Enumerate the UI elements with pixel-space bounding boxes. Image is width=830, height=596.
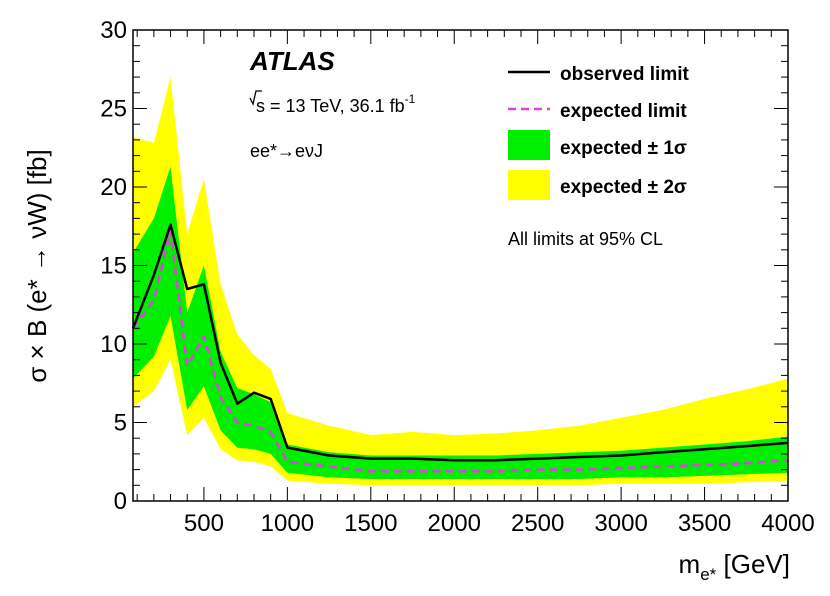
- sqrt-icon: [249, 90, 262, 106]
- x-tick-label: 1000: [261, 510, 314, 537]
- energy-prefix: s = 13 TeV, 36.1 fb: [256, 96, 405, 116]
- observed-limit-line: [131, 223, 789, 462]
- legend-observed-label: observed limit: [560, 64, 689, 85]
- expected-limit-line: [131, 229, 789, 473]
- energy-text: s = 13 TeV, 36.1 fb-1: [256, 92, 416, 116]
- x-tick-label: 4000: [761, 510, 814, 537]
- axis-tick-labels: 500 1000 1500 2000 2500 3000 3500 4000 0 5 10 15 20 2…: [100, 17, 814, 537]
- legend: observed limit expected limit expected ±…: [508, 64, 689, 200]
- y-tick-label: 20: [100, 174, 127, 201]
- axis-ticks: [133, 29, 789, 502]
- energy-exponent: -1: [405, 92, 416, 106]
- legend-expected-label: expected limit: [560, 101, 687, 122]
- legend-1sigma-label: expected ± 1σ: [560, 138, 687, 159]
- x-tick-label: 3000: [594, 510, 647, 537]
- y-tick-label: 15: [100, 253, 127, 280]
- limit-lines: [131, 223, 789, 473]
- y-tick-label: 25: [100, 96, 127, 123]
- x-tick-label: 500: [184, 510, 224, 537]
- legend-1sigma-swatch: [508, 130, 550, 160]
- channel-label: ee*→eνJ: [250, 141, 323, 161]
- legend-2sigma-swatch: [508, 170, 550, 200]
- y-tick-label: 10: [100, 331, 127, 358]
- x-tick-label: 2500: [511, 510, 564, 537]
- uncertainty-bands: [133, 77, 788, 486]
- cl-note: All limits at 95% CL: [508, 229, 663, 249]
- x-tick-label: 3500: [678, 510, 731, 537]
- y-axis-title: σ × B (e* → νW) [fb]: [22, 149, 52, 382]
- legend-2sigma-label: expected ± 2σ: [560, 177, 687, 198]
- x-axis-title: me* [GeV]: [679, 549, 790, 584]
- y-tick-label: 30: [100, 17, 127, 44]
- y-tick-label: 0: [114, 488, 127, 515]
- energy-label: s = 13 TeV, 36.1 fb-1: [249, 90, 416, 116]
- atlas-label: ATLAS: [249, 46, 335, 76]
- y-tick-label: 5: [114, 410, 127, 437]
- x-tick-label: 1500: [344, 510, 397, 537]
- x-tick-label: 2000: [428, 510, 481, 537]
